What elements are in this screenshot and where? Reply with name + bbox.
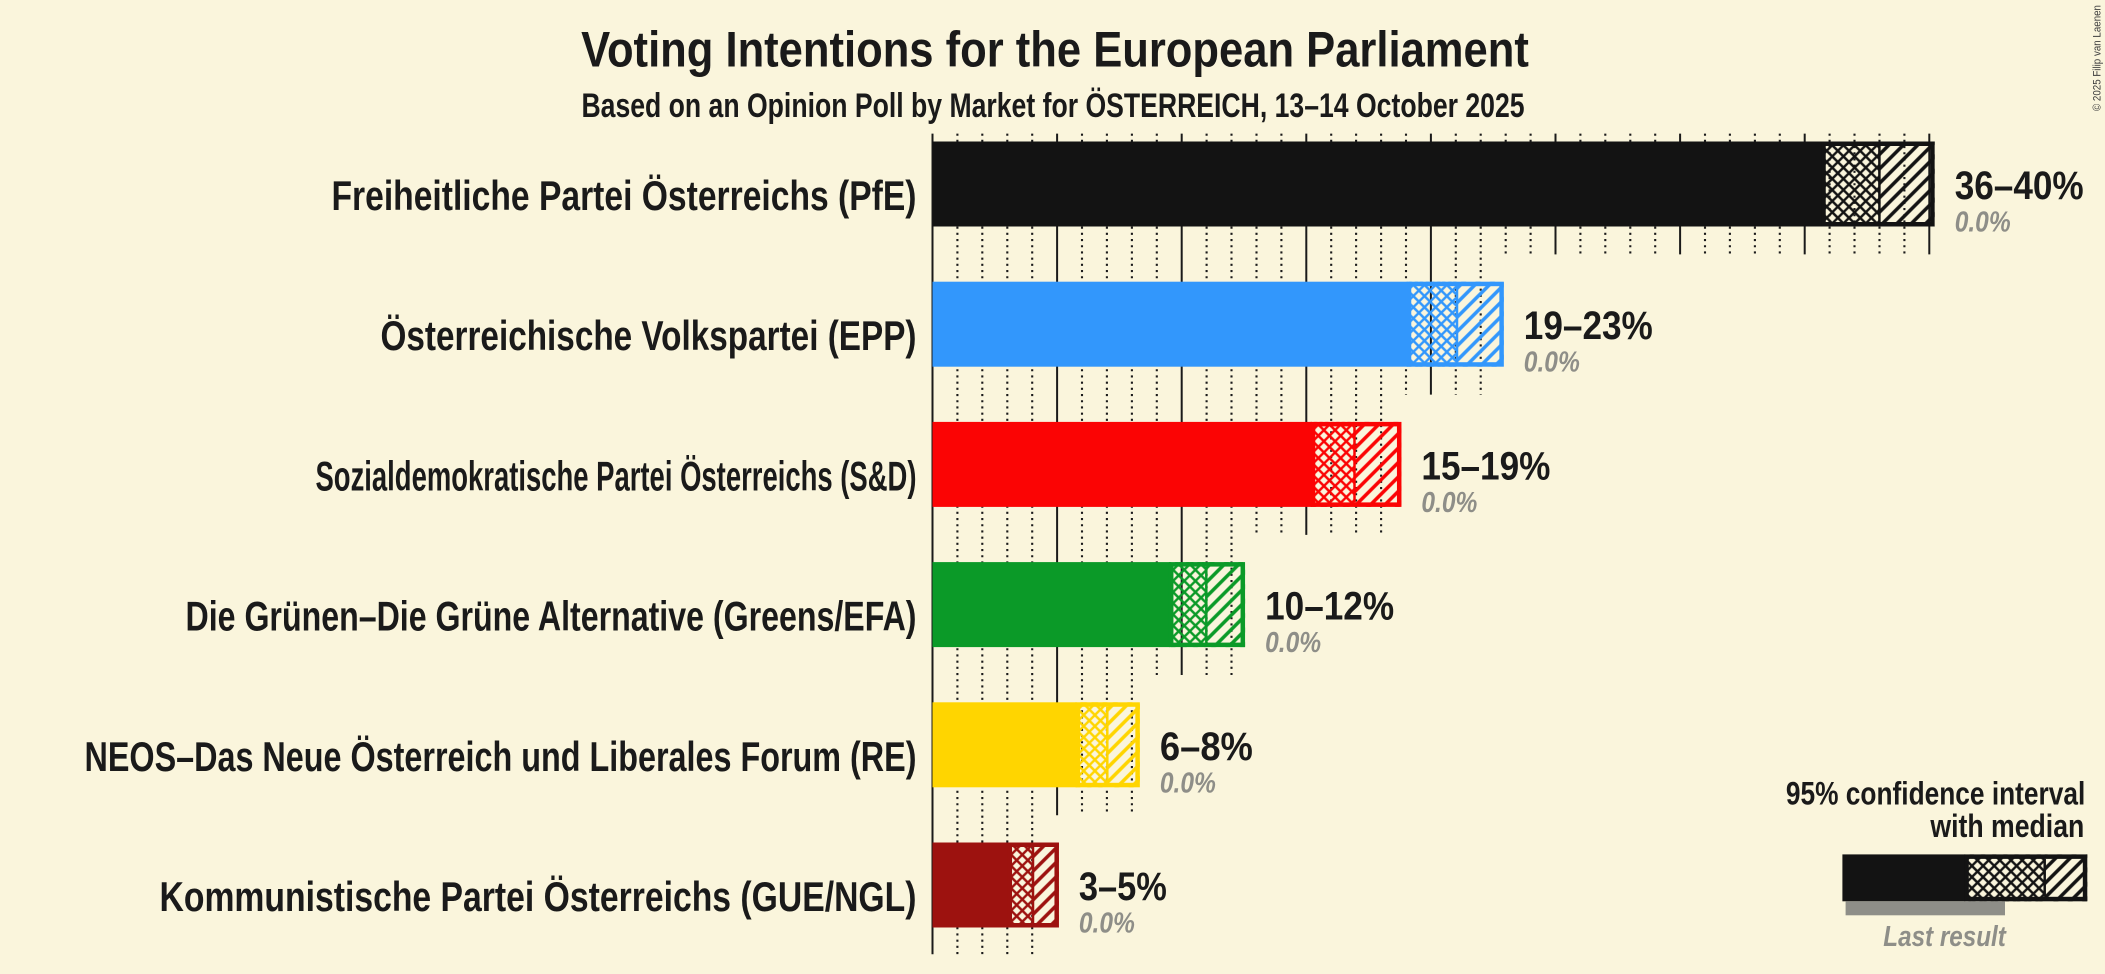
svg-text:0.0%: 0.0%: [1160, 767, 1216, 799]
svg-text:Freiheitliche Partei Österreic: Freiheitliche Partei Österreichs (PfE): [332, 172, 917, 219]
svg-text:19–23%: 19–23%: [1524, 304, 1653, 348]
svg-text:Die Grünen–Die Grüne Alternati: Die Grünen–Die Grüne Alternative (Greens…: [186, 593, 917, 640]
svg-text:36–40%: 36–40%: [1955, 164, 2084, 208]
svg-text:3–5%: 3–5%: [1079, 865, 1167, 909]
svg-text:6–8%: 6–8%: [1160, 725, 1253, 769]
svg-text:15–19%: 15–19%: [1421, 444, 1550, 488]
svg-text:NEOS–Das Neue Österreich und L: NEOS–Das Neue Österreich und Liberales F…: [85, 733, 917, 780]
svg-text:Sozialdemokratische Partei Öst: Sozialdemokratische Partei Österreichs (…: [316, 452, 917, 499]
svg-text:0.0%: 0.0%: [1421, 487, 1477, 519]
svg-text:10–12%: 10–12%: [1265, 585, 1394, 629]
svg-text:with median: with median: [1930, 808, 2085, 844]
svg-text:0.0%: 0.0%: [1955, 207, 2011, 239]
svg-text:© 2025 Filip van Laenen: © 2025 Filip van Laenen: [2092, 5, 2104, 111]
svg-text:0.0%: 0.0%: [1265, 627, 1321, 659]
svg-text:Voting Intentions for the Euro: Voting Intentions for the European Parli…: [581, 21, 1529, 77]
svg-text:Based on an Opinion Poll by Ma: Based on an Opinion Poll by Market for Ö…: [581, 86, 1524, 125]
svg-text:95% confidence interval: 95% confidence interval: [1786, 776, 2085, 812]
svg-text:0.0%: 0.0%: [1524, 347, 1580, 379]
svg-text:Österreichische Volkspartei (E: Österreichische Volkspartei (EPP): [381, 312, 917, 359]
svg-text:0.0%: 0.0%: [1079, 908, 1135, 940]
svg-text:Last result: Last result: [1883, 921, 2007, 953]
svg-text:Kommunistische Partei Österrei: Kommunistische Partei Österreichs (GUE/N…: [160, 873, 917, 920]
